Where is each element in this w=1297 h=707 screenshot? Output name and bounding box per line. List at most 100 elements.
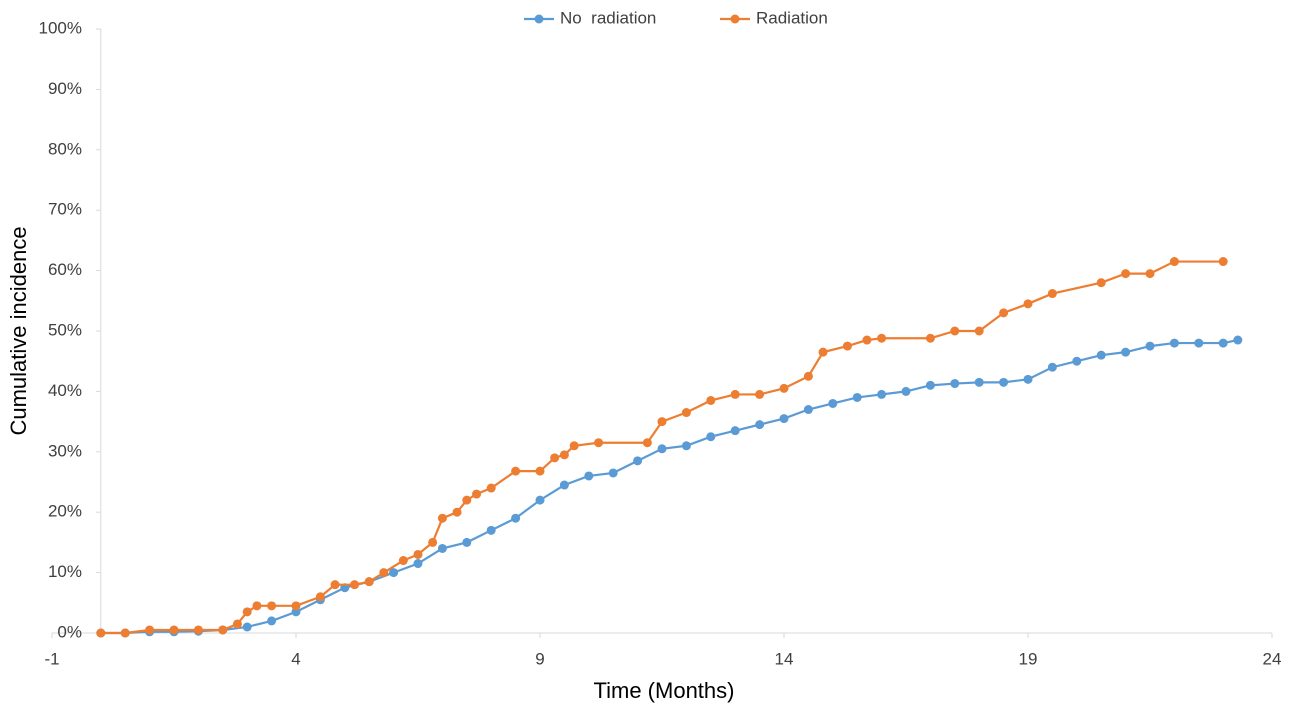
x-tick-label: 9 xyxy=(535,649,544,668)
data-point xyxy=(169,625,179,635)
y-tick-label: 90% xyxy=(48,79,82,98)
x-axis-title: Time (Months) xyxy=(594,678,735,703)
data-point xyxy=(486,483,496,493)
data-point xyxy=(730,389,740,399)
y-tick-label: 100% xyxy=(39,18,82,37)
data-point xyxy=(1121,347,1131,357)
data-point xyxy=(1121,269,1131,279)
data-point xyxy=(974,326,984,336)
data-point xyxy=(1072,356,1082,366)
data-point xyxy=(535,495,545,505)
data-point xyxy=(413,559,423,569)
data-point xyxy=(437,543,447,553)
data-point xyxy=(413,549,423,559)
data-point xyxy=(330,580,340,590)
data-point xyxy=(315,592,325,602)
data-point xyxy=(511,513,521,523)
data-point xyxy=(379,568,389,578)
data-point xyxy=(642,438,652,448)
data-point xyxy=(681,441,691,451)
data-point xyxy=(559,480,569,490)
legend-label: No radiation xyxy=(560,8,656,27)
data-point xyxy=(242,607,252,617)
y-tick-label: 70% xyxy=(48,200,82,219)
data-point xyxy=(1169,338,1179,348)
data-point xyxy=(803,405,813,415)
y-tick-label: 50% xyxy=(48,320,82,339)
data-point xyxy=(267,601,277,611)
y-tick-label: 40% xyxy=(48,381,82,400)
data-point xyxy=(462,537,472,547)
data-point xyxy=(1218,257,1228,267)
data-point xyxy=(486,525,496,535)
data-point xyxy=(1096,278,1106,288)
x-tick-label: 4 xyxy=(291,649,300,668)
data-point xyxy=(877,389,887,399)
data-point xyxy=(657,417,667,427)
data-point xyxy=(452,507,462,517)
data-point xyxy=(550,453,560,463)
data-point xyxy=(925,380,935,390)
data-point xyxy=(925,333,935,343)
data-point xyxy=(842,341,852,351)
data-point xyxy=(818,347,828,357)
data-point xyxy=(974,377,984,387)
data-point xyxy=(755,420,765,430)
series-line xyxy=(100,338,1239,635)
data-point xyxy=(803,371,813,381)
data-point xyxy=(681,408,691,418)
data-point xyxy=(999,377,1009,387)
data-point xyxy=(584,471,594,481)
y-tick-label: 60% xyxy=(48,260,82,279)
data-point xyxy=(1233,335,1243,345)
data-point xyxy=(862,335,872,345)
data-point xyxy=(291,601,301,611)
data-point xyxy=(472,489,482,499)
data-point xyxy=(242,622,252,632)
data-point xyxy=(232,619,242,629)
data-point xyxy=(1096,350,1106,360)
data-point xyxy=(706,432,716,442)
data-point xyxy=(633,456,643,466)
data-point xyxy=(559,450,569,460)
data-point xyxy=(437,513,447,523)
data-point xyxy=(901,386,911,396)
data-point xyxy=(569,441,579,451)
data-point xyxy=(1169,257,1179,267)
data-point xyxy=(1047,362,1057,372)
data-point xyxy=(730,426,740,436)
data-point xyxy=(428,537,438,547)
data-point xyxy=(535,466,545,476)
data-point xyxy=(779,383,789,393)
data-point xyxy=(755,389,765,399)
data-point xyxy=(877,333,887,343)
x-tick-label: -1 xyxy=(44,649,59,668)
y-tick-label: 10% xyxy=(48,562,82,581)
data-point xyxy=(389,568,399,578)
y-tick-label: 20% xyxy=(48,502,82,521)
data-point xyxy=(779,414,789,424)
data-point xyxy=(462,495,472,505)
y-tick-label: 0% xyxy=(57,622,82,641)
data-point xyxy=(1023,299,1033,309)
x-tick-label: 14 xyxy=(775,649,794,668)
data-point xyxy=(120,628,130,638)
data-point xyxy=(398,556,408,566)
data-point xyxy=(828,398,838,408)
data-point xyxy=(852,392,862,402)
data-point xyxy=(511,466,521,476)
data-point xyxy=(350,580,360,590)
data-point xyxy=(218,625,228,635)
data-point xyxy=(706,395,716,405)
data-point xyxy=(1145,341,1155,351)
legend-marker xyxy=(730,14,740,24)
data-point xyxy=(1194,338,1204,348)
data-point xyxy=(950,379,960,389)
legend-marker xyxy=(534,14,544,24)
data-point xyxy=(96,628,106,638)
data-point xyxy=(1047,289,1057,299)
data-point xyxy=(1145,269,1155,279)
x-tick-label: 24 xyxy=(1263,649,1282,668)
y-tick-label: 30% xyxy=(48,441,82,460)
